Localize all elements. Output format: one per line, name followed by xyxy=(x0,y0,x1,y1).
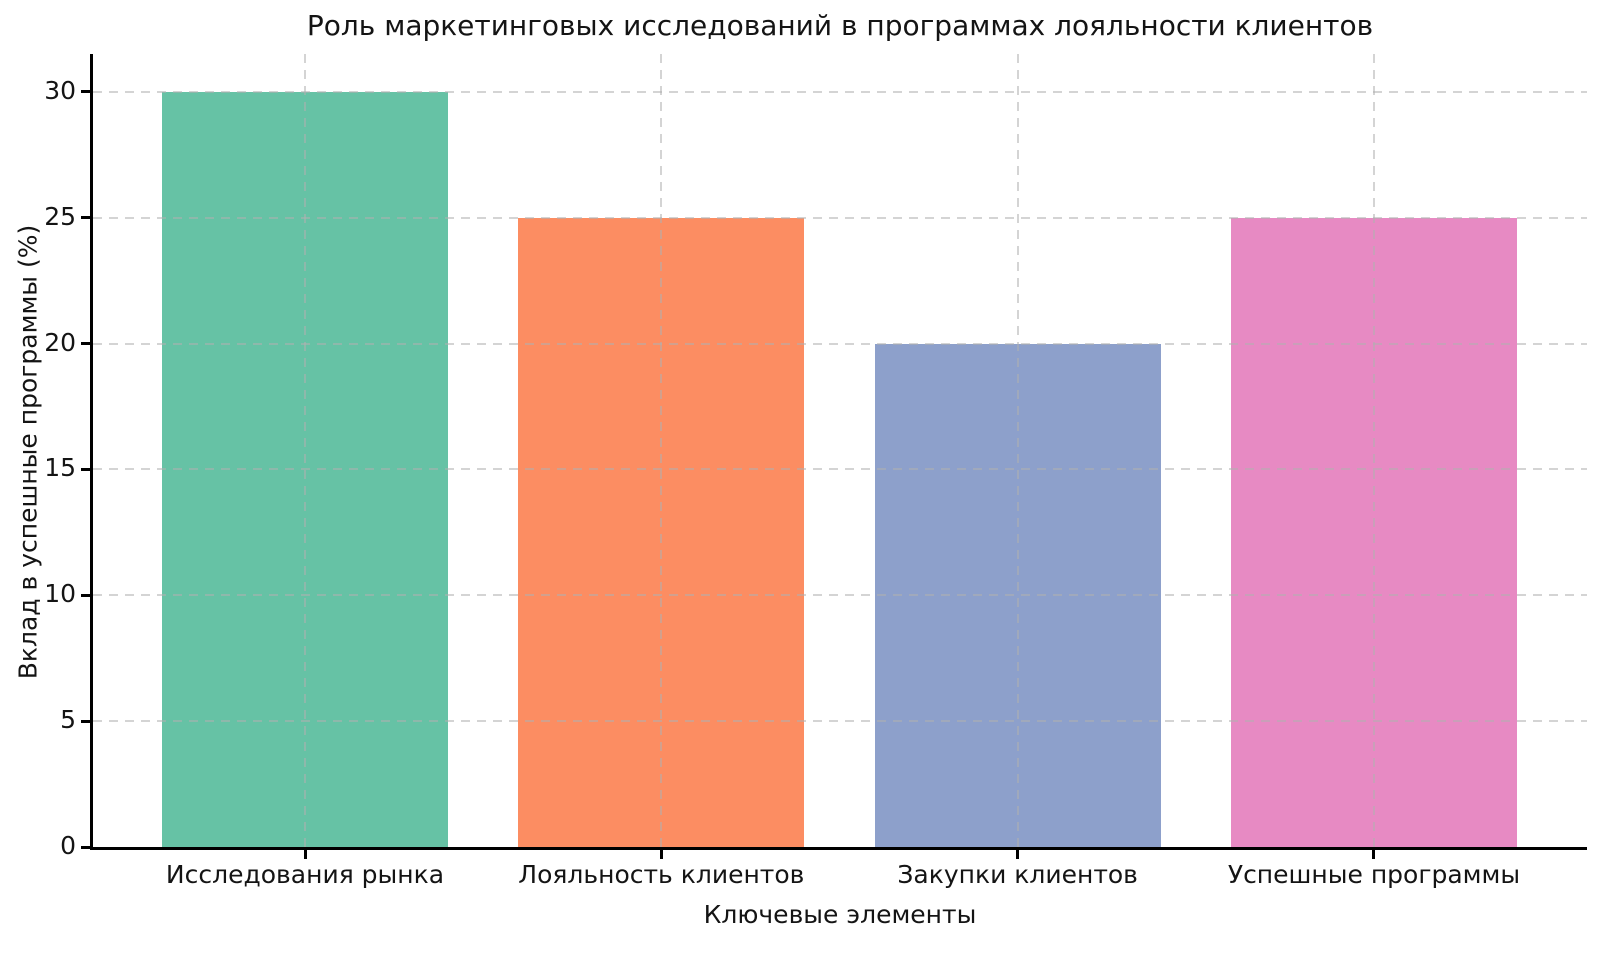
gridline-v-0 xyxy=(304,54,306,847)
xtick-label-1: Лояльность клиентов xyxy=(518,860,805,889)
x-axis-label: Ключевые элементы xyxy=(703,900,977,929)
ytick-mark-15 xyxy=(81,467,90,471)
ytick-mark-0 xyxy=(81,845,90,849)
xtick-mark-0 xyxy=(303,850,307,859)
gridline-v-1 xyxy=(660,54,663,847)
ytick-label-20: 20 xyxy=(44,327,76,357)
ytick-label-15: 15 xyxy=(44,453,76,483)
plot-area xyxy=(90,54,1587,850)
gridline-h-30 xyxy=(93,90,1587,93)
ytick-label-25: 25 xyxy=(44,201,76,231)
ytick-label-0: 0 xyxy=(60,831,76,860)
xtick-mark-3 xyxy=(1372,850,1376,859)
gridline-v-2 xyxy=(1016,54,1019,847)
ytick-label-10: 10 xyxy=(44,579,76,609)
xtick-mark-2 xyxy=(1016,850,1020,859)
gridline-h-25 xyxy=(93,216,1587,219)
ytick-label-30: 30 xyxy=(44,75,76,105)
ytick-label-5: 5 xyxy=(60,705,76,735)
ytick-mark-10 xyxy=(81,593,90,597)
xtick-label-3: Успешные программы xyxy=(1227,860,1521,889)
ytick-mark-20 xyxy=(81,342,90,345)
ytick-mark-25 xyxy=(81,216,90,220)
xtick-label-0: Исследования рынка xyxy=(165,860,445,889)
gridline-h-5 xyxy=(93,720,1587,723)
gridline-h-20 xyxy=(93,342,1587,345)
gridline-v-3 xyxy=(1372,54,1375,847)
chart-title: Роль маркетинговых исследований в програ… xyxy=(306,9,1374,42)
xtick-mark-1 xyxy=(659,850,663,859)
gridline-h-10 xyxy=(93,594,1587,597)
ytick-mark-5 xyxy=(81,719,90,723)
gridline-h-15 xyxy=(93,468,1587,471)
xtick-label-2: Закупки клиентов xyxy=(897,860,1138,889)
ytick-mark-30 xyxy=(81,90,90,94)
y-axis-label: Вклад в успешные программы (%) xyxy=(13,224,43,680)
